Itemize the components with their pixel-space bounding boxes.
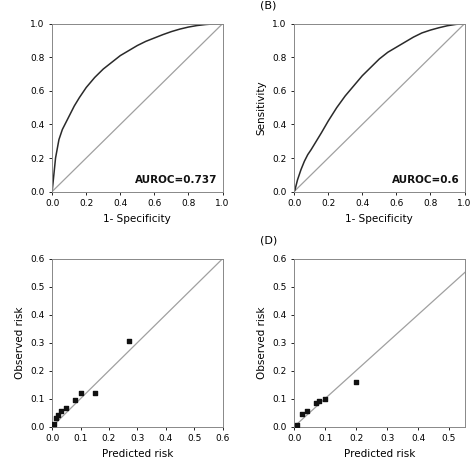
- Point: [50, 420, 57, 428]
- Point: [303, 408, 310, 415]
- X-axis label: 1- Specificity: 1- Specificity: [103, 214, 171, 224]
- Point: [352, 378, 360, 386]
- Point: [71, 396, 79, 404]
- Point: [53, 414, 60, 422]
- X-axis label: Predicted risk: Predicted risk: [101, 449, 173, 459]
- Point: [125, 337, 133, 345]
- Point: [63, 405, 70, 412]
- Point: [312, 399, 319, 407]
- Text: (D): (D): [260, 235, 277, 246]
- Text: AUROC=0.737: AUROC=0.737: [135, 175, 218, 185]
- Point: [321, 395, 329, 402]
- Point: [298, 410, 306, 418]
- X-axis label: 1- Specificity: 1- Specificity: [346, 214, 413, 224]
- Point: [77, 389, 84, 397]
- Y-axis label: Sensitivity: Sensitivity: [256, 80, 266, 135]
- Text: (B): (B): [260, 0, 276, 10]
- Point: [91, 389, 99, 397]
- Y-axis label: Observed risk: Observed risk: [256, 306, 266, 379]
- Text: AUROC=0.6: AUROC=0.6: [392, 175, 459, 185]
- Point: [315, 398, 323, 405]
- Y-axis label: Observed risk: Observed risk: [15, 306, 25, 379]
- Point: [57, 408, 64, 415]
- Point: [293, 421, 301, 429]
- Point: [54, 411, 62, 419]
- X-axis label: Predicted risk: Predicted risk: [344, 449, 415, 459]
